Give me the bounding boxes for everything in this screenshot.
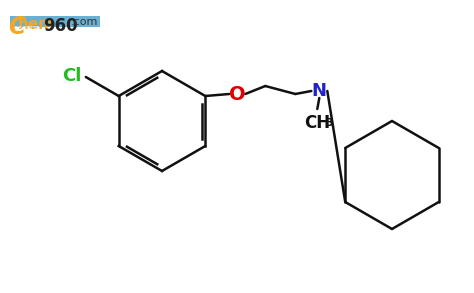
Text: Cl: Cl [62, 67, 82, 85]
FancyBboxPatch shape [10, 16, 100, 27]
Text: hem: hem [18, 17, 55, 32]
Text: CH: CH [304, 114, 330, 132]
Text: 960化工网: 960化工网 [14, 25, 40, 32]
Text: 960: 960 [43, 17, 78, 35]
Text: .com: .com [71, 17, 99, 27]
Text: O: O [229, 84, 246, 103]
Text: 3: 3 [326, 118, 333, 128]
Text: N: N [312, 82, 327, 100]
Text: C: C [8, 15, 26, 39]
